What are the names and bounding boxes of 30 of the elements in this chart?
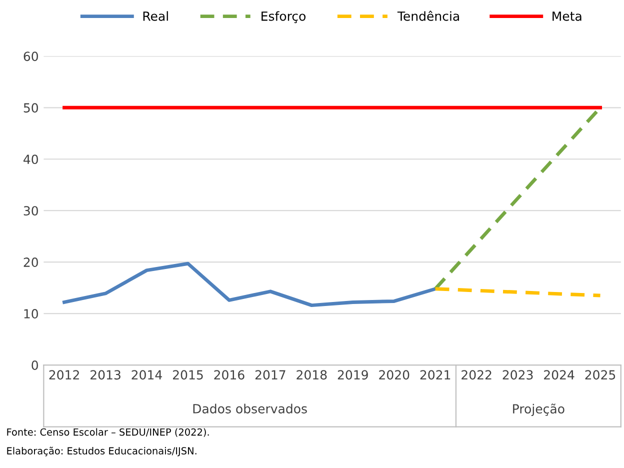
x-tick-label: 2021 xyxy=(420,370,450,380)
y-tick-label: 50 xyxy=(24,103,38,113)
x-tick-label: 2025 xyxy=(585,370,616,380)
text: Projeção xyxy=(513,404,564,416)
legend-label: Esforço xyxy=(262,11,306,24)
y-tick-label: 0 xyxy=(32,360,38,370)
x-tick-label: 2020 xyxy=(379,370,410,380)
legend-label: Tendência xyxy=(397,10,459,21)
y-tick-label: 10 xyxy=(24,309,38,318)
legend-label: Meta xyxy=(552,12,582,21)
x-tick-label: 2018 xyxy=(296,370,327,380)
y-tick-label: 60 xyxy=(24,52,38,62)
legend-label: Real xyxy=(143,11,168,21)
x-tick-label: 2016 xyxy=(214,370,244,380)
x-tick-label: 2022 xyxy=(462,370,492,380)
line-series xyxy=(62,262,438,308)
y-tick-label: 30 xyxy=(24,206,38,216)
source-note: Fonte: Censo Escolar – SEDU/INEP (2022). xyxy=(7,428,209,437)
x-tick-label: 2014 xyxy=(132,370,162,380)
text: Dados observados xyxy=(193,404,307,414)
y-tick-label: 20 xyxy=(24,258,38,268)
x-tick-label: 2017 xyxy=(255,370,286,380)
y-tick-label: 40 xyxy=(24,154,38,164)
x-tick-label: 2023 xyxy=(502,370,533,380)
x-tick-label: 2015 xyxy=(172,370,203,380)
x-tick-label: 2013 xyxy=(90,370,120,380)
x-tick-label: 2012 xyxy=(49,370,79,380)
x-tick-label: 2019 xyxy=(338,370,368,380)
x-tick-label: 2024 xyxy=(544,370,574,380)
text: Elaboração: Estudos Educacionais/IJSN. xyxy=(7,446,196,456)
